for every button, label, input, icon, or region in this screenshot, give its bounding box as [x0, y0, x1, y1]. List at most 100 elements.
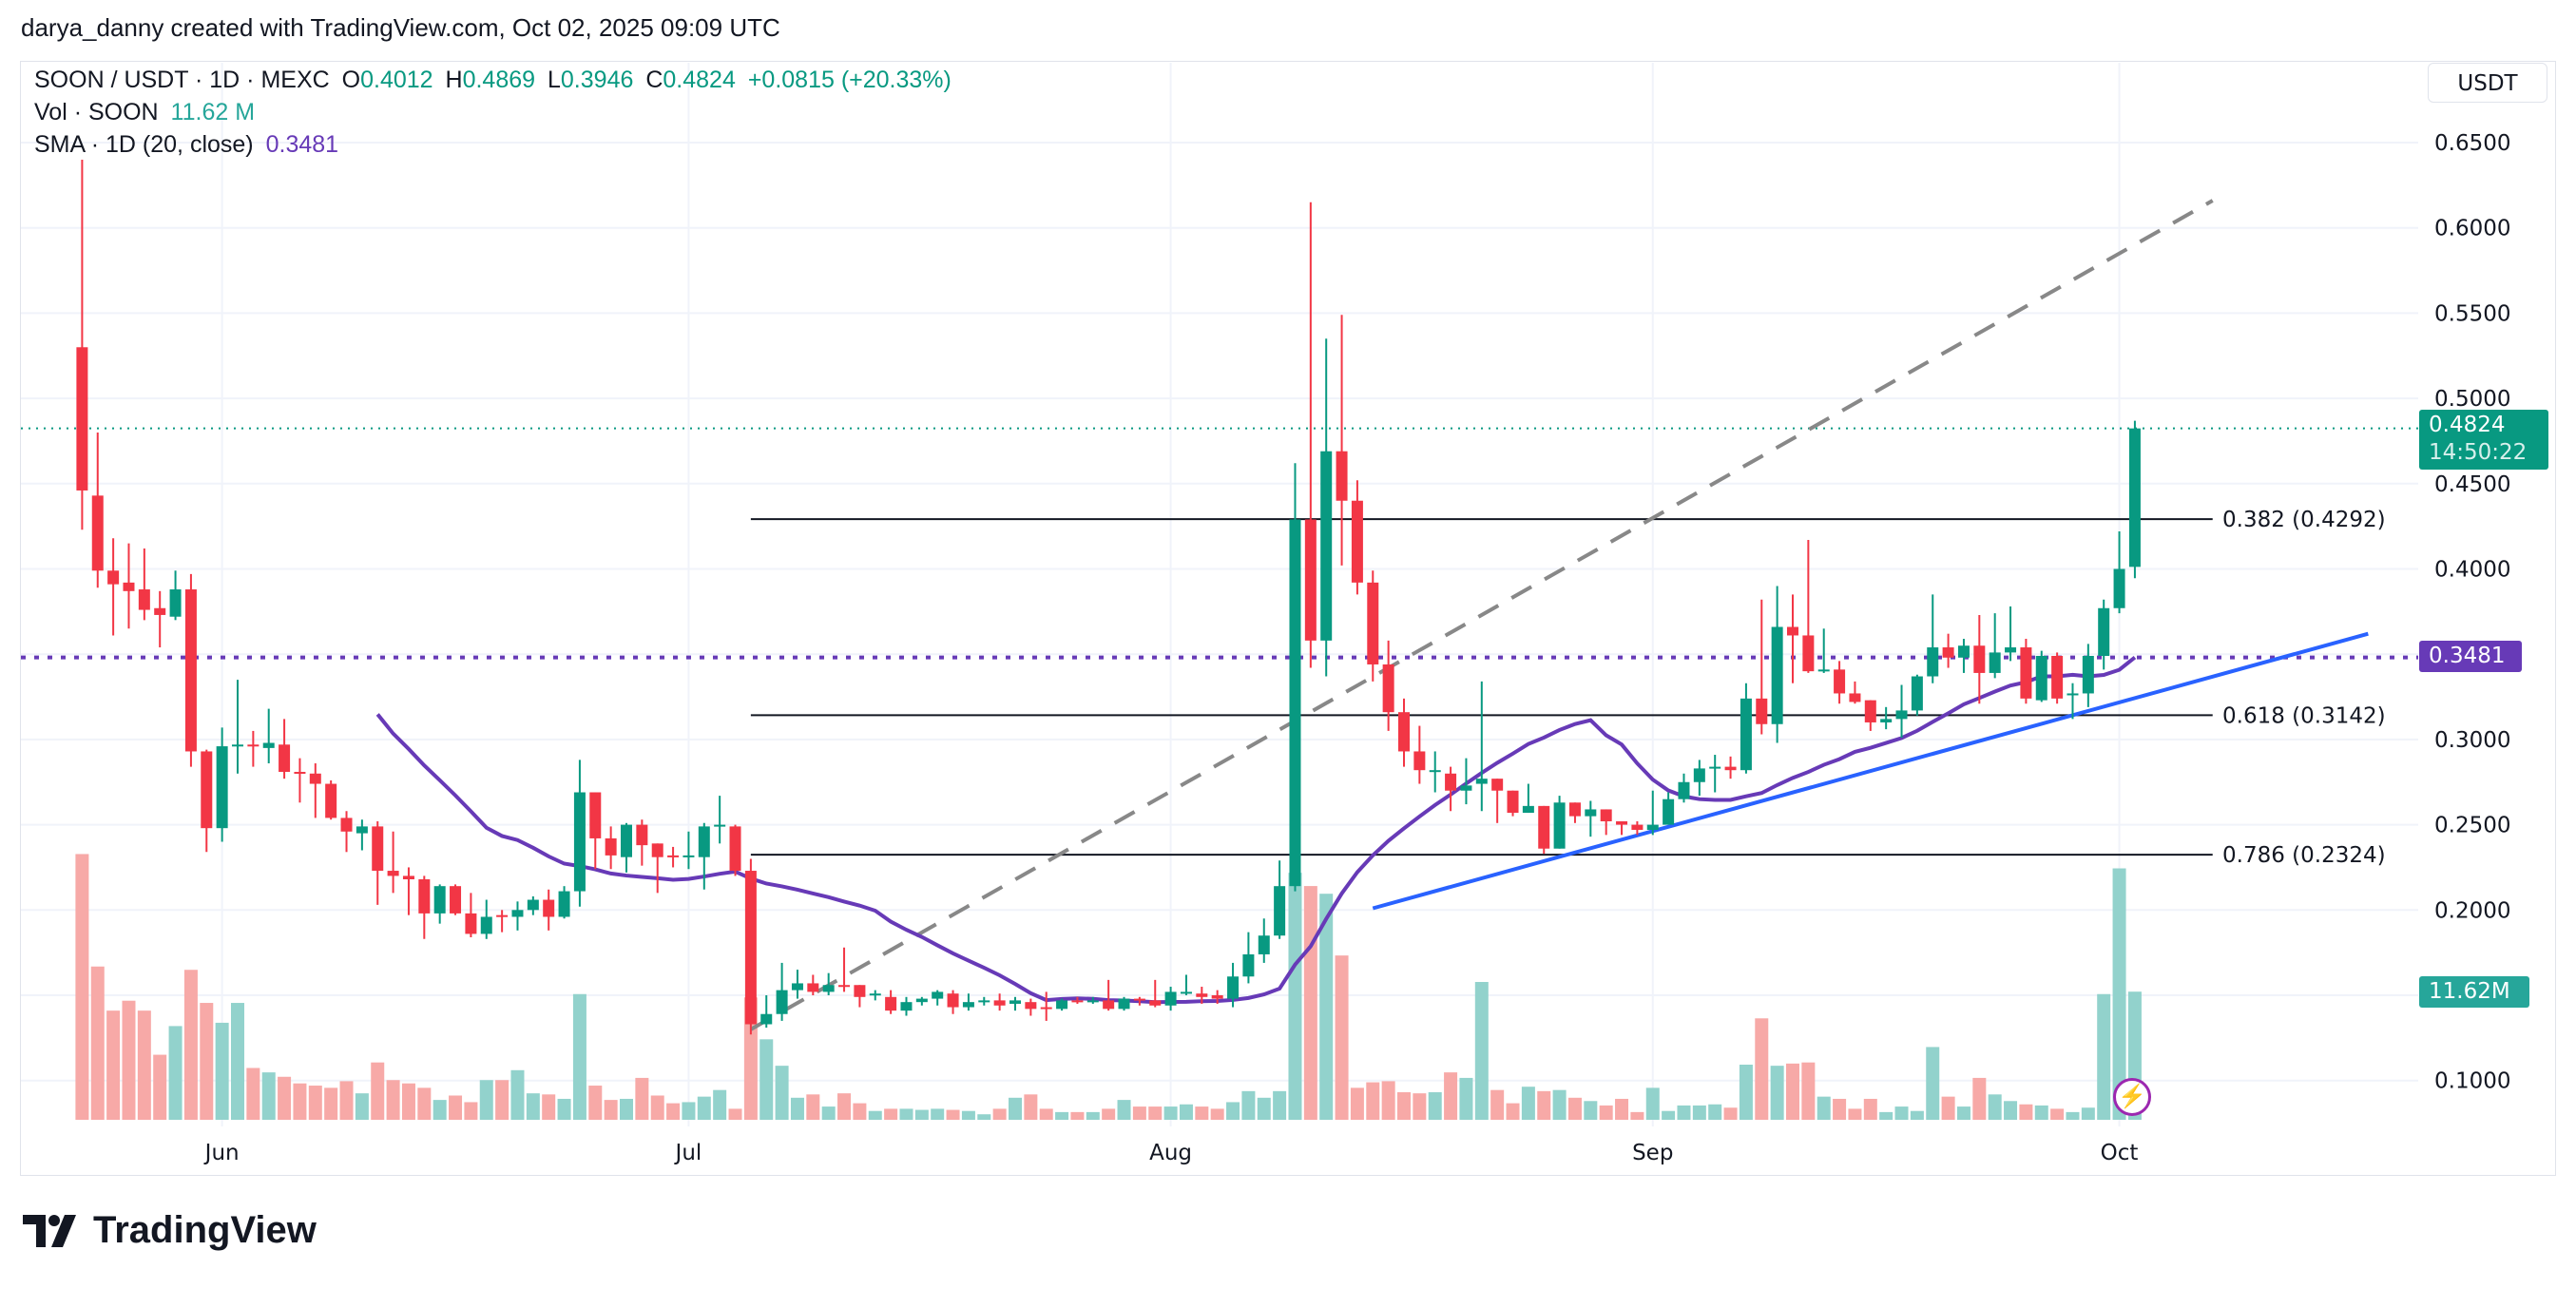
sma-line: [375, 656, 2137, 1005]
candle-body: [1927, 647, 1939, 677]
volume-bar: [1102, 1108, 1116, 1120]
volume-bar: [308, 1086, 322, 1120]
candle: [325, 779, 337, 820]
candle-body: [1631, 824, 1644, 830]
x-tick-label: Jun: [203, 1141, 240, 1165]
candle-body: [1258, 935, 1270, 954]
volume-bar: [977, 1114, 991, 1120]
volume-bar: [1241, 1090, 1256, 1120]
volume-bar: [324, 1087, 338, 1120]
candle-body: [698, 826, 710, 857]
volume-bar: [1988, 1094, 2002, 1120]
candle-body: [791, 983, 803, 991]
candle-body: [1973, 645, 1986, 673]
candle-body: [854, 985, 866, 997]
candle: [1646, 790, 1659, 836]
candle-body: [1196, 993, 1208, 997]
open-label: O: [341, 67, 361, 93]
candle-body: [1817, 669, 1830, 672]
candle: [154, 590, 166, 648]
candle: [309, 763, 321, 818]
y-tick-label: 0.5000: [2434, 387, 2510, 412]
candle-body: [1957, 645, 1970, 658]
candle: [1071, 996, 1084, 1004]
candle: [450, 884, 462, 915]
volume-bar: [666, 1103, 681, 1120]
candle-body: [138, 589, 150, 610]
candle-body: [558, 891, 570, 917]
volume-bar: [153, 1054, 167, 1120]
last-price: 0.4824: [2429, 413, 2506, 437]
candle: [2098, 599, 2110, 670]
volume-bar: [1039, 1108, 1053, 1120]
support-trendline: [1372, 631, 2369, 911]
candle-body: [1242, 953, 1255, 977]
volume-bar: [837, 1093, 852, 1120]
candle-body: [915, 998, 928, 1003]
candle-body: [247, 744, 260, 747]
candle: [978, 996, 990, 1006]
candle-body: [1336, 451, 1348, 501]
candle-body: [1211, 995, 1223, 999]
candle: [947, 990, 959, 1014]
volume-bar: [200, 1003, 214, 1120]
volume-bar: [526, 1093, 540, 1120]
close-label: C: [645, 67, 663, 93]
lightning-icon[interactable]: ⚡: [2113, 1078, 2151, 1116]
volume-bar: [1397, 1092, 1411, 1120]
volume-legend[interactable]: Vol · SOON 11.62 M: [34, 99, 260, 126]
candle-body: [543, 899, 555, 917]
volume-bar: [1677, 1105, 1691, 1120]
candle: [1196, 987, 1208, 1004]
candle: [232, 680, 243, 774]
candle: [1211, 990, 1223, 1004]
bar-countdown: 14:50:22: [2429, 440, 2528, 465]
symbol-name[interactable]: SOON / USDT · 1D · MEXC: [34, 67, 330, 93]
volume-bar: [557, 1098, 571, 1120]
candle-body: [1693, 768, 1705, 782]
volume-bar: [1024, 1094, 1038, 1120]
volume-bar: [2004, 1101, 2018, 1120]
candle: [822, 972, 835, 995]
x-tick-label: Oct: [2101, 1141, 2139, 1165]
candle-body: [1149, 1000, 1162, 1006]
candle-body: [433, 886, 446, 914]
sma-legend[interactable]: SMA · 1D (20, close) 0.3481: [34, 131, 344, 159]
chart-attribution: darya_danny created with TradingView.com…: [21, 13, 780, 42]
candle-body: [1849, 693, 1861, 702]
candle: [1724, 756, 1737, 779]
candle: [1927, 594, 1939, 683]
y-tick-label: 0.2000: [2434, 898, 2510, 923]
candle: [1864, 700, 1876, 731]
candle: [1834, 661, 1846, 704]
candle-body: [1756, 698, 1768, 724]
volume-bar: [1490, 1089, 1505, 1120]
candle: [1086, 996, 1099, 1004]
candle: [1817, 628, 1830, 673]
volume-bar: [1537, 1090, 1551, 1120]
candle: [1802, 540, 1815, 673]
candle: [2113, 531, 2125, 614]
candle-body: [2035, 655, 2047, 701]
candle-body: [1522, 805, 1534, 814]
candle: [527, 895, 539, 915]
candle-body: [729, 826, 741, 872]
candle-body: [1646, 824, 1659, 830]
candle: [667, 846, 680, 868]
candle: [169, 570, 182, 621]
candle-body: [838, 985, 851, 988]
last-price-tag: 0.4824 14:50:22: [2419, 410, 2548, 470]
candle-body: [667, 855, 680, 857]
candle-body: [2082, 655, 2094, 694]
candle: [1616, 821, 1628, 836]
candle: [682, 831, 695, 870]
volume-bar: [1163, 1106, 1178, 1120]
candle: [1258, 918, 1270, 963]
candle: [340, 811, 353, 853]
candle: [216, 727, 228, 842]
sma-label: SMA · 1D (20, close): [34, 131, 254, 158]
candle: [107, 538, 120, 636]
currency-button[interactable]: USDT: [2428, 63, 2547, 103]
tradingview-logo[interactable]: TradingView: [23, 1209, 317, 1252]
